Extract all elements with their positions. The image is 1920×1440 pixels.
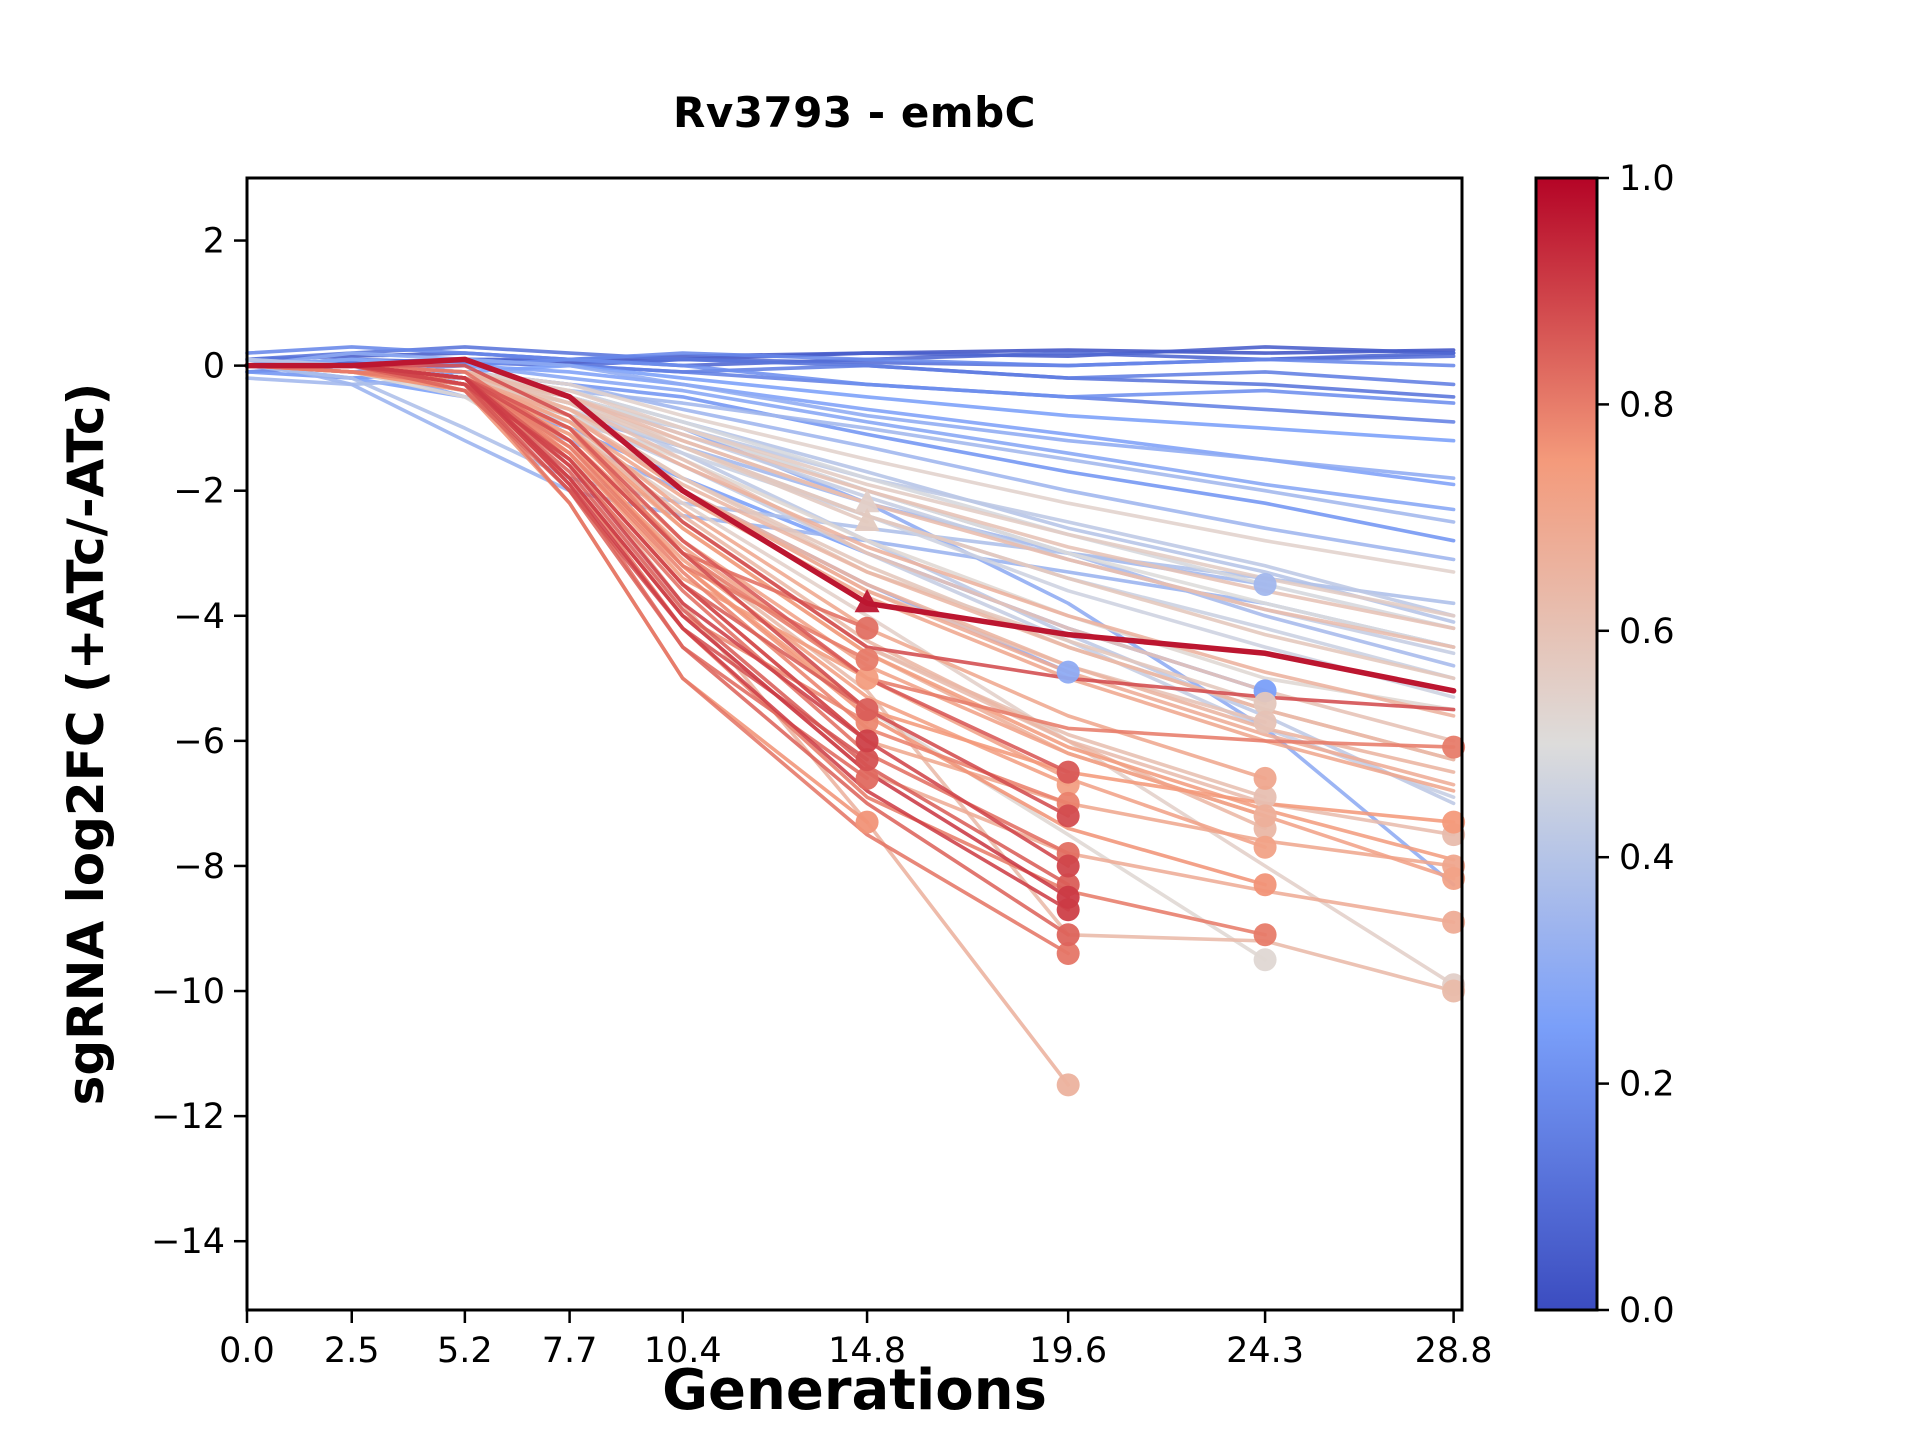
circle-marker (1442, 979, 1466, 1003)
circle-marker (1056, 1073, 1080, 1097)
y-tick-label: −8 (173, 847, 225, 887)
circle-marker (1253, 691, 1277, 715)
circle-marker (1056, 885, 1080, 909)
circle-marker (1253, 873, 1277, 897)
series-markers (854, 489, 1466, 1097)
circle-marker (1253, 948, 1277, 972)
circle-marker (1056, 854, 1080, 878)
triangle-marker (854, 507, 880, 531)
y-tick-label: −12 (151, 1097, 225, 1137)
triangle-marker (854, 489, 880, 513)
colorbar-tick-label: 0.8 (1619, 385, 1675, 425)
circle-marker (1442, 810, 1466, 834)
series-line (245, 345, 1456, 399)
colorbar-tick-label: 0.4 (1619, 838, 1675, 878)
colorbar: 0.0 0.2 0.4 0.6 0.8 1.0 (1534, 159, 1675, 1331)
x-tick-label: 24.3 (1226, 1331, 1304, 1371)
y-tick-label: −10 (151, 972, 225, 1012)
x-tick-label: 2.5 (324, 1331, 380, 1371)
colorbar-gradient (1536, 178, 1597, 1310)
colorbar-tick-label: 0.6 (1619, 612, 1675, 652)
colorbar-border (1534, 176, 1599, 1312)
circle-marker (855, 666, 879, 690)
circle-marker (1442, 735, 1466, 759)
x-axis-label: Generations (662, 1358, 1047, 1423)
triangle-marker (854, 589, 880, 613)
plot-border (245, 176, 1464, 1312)
circle-marker (1056, 942, 1080, 966)
y-tick-label: −2 (173, 472, 225, 512)
circle-marker (1253, 785, 1277, 809)
series-lines (244, 345, 1457, 1087)
circle-marker (855, 616, 879, 640)
circle-marker (1253, 766, 1277, 790)
circle-marker (855, 729, 879, 753)
x-tick-label: 0.0 (219, 1331, 275, 1371)
circle-marker (1056, 923, 1080, 947)
circle-marker (1253, 710, 1277, 734)
series-line (245, 345, 1456, 368)
chart-title: Rv3793 - embC (673, 88, 1036, 137)
x-tick-label: 28.8 (1415, 1331, 1493, 1371)
x-tick-label: 5.2 (437, 1331, 493, 1371)
circle-marker (1442, 910, 1466, 934)
circle-marker (855, 810, 879, 834)
circle-marker (855, 648, 879, 672)
y-tick-label: −6 (173, 722, 225, 762)
x-tick-label: 10.4 (644, 1331, 722, 1371)
x-tick-label: 19.6 (1029, 1331, 1107, 1371)
circle-marker (1253, 804, 1277, 828)
circle-marker (855, 766, 879, 790)
circle-marker (1056, 660, 1080, 684)
colorbar-tick-label: 0.2 (1619, 1065, 1675, 1105)
series-line (245, 351, 1456, 480)
y-tick-label: −4 (173, 597, 225, 637)
x-tick-label: 14.8 (828, 1331, 906, 1371)
colorbar-tick-label: 0.0 (1619, 1291, 1675, 1331)
circle-marker (855, 748, 879, 772)
y-axis-label: sgRNA log2FC (+ATc/-ATc) (57, 382, 115, 1106)
y-tick-label: 0 (203, 347, 225, 387)
circle-marker (1056, 804, 1080, 828)
axes: 0.0 2.5 5.2 7.7 10.4 14.8 19.6 24.3 28.8 2 0 −2 −4 −6… (151, 176, 1493, 1371)
colorbar-tick-label: 1.0 (1619, 159, 1675, 199)
circle-marker (1253, 835, 1277, 859)
series-line (244, 356, 1457, 694)
series-line (245, 376, 1456, 524)
x-tick-label: 7.7 (542, 1331, 598, 1371)
circle-marker (855, 698, 879, 722)
circle-marker (1056, 760, 1080, 784)
circle-marker (1253, 923, 1277, 947)
circle-marker (1442, 866, 1466, 890)
y-tick-label: 2 (203, 222, 225, 262)
circle-marker (1253, 573, 1277, 597)
y-tick-label: −14 (151, 1222, 225, 1262)
